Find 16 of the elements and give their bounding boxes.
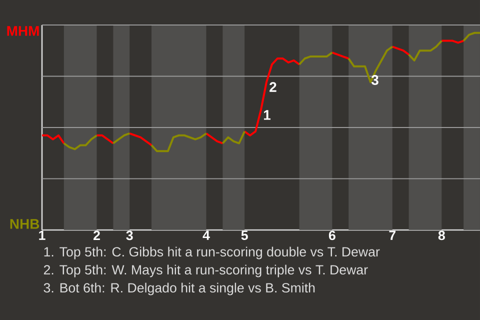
annotation: 2 <box>270 82 276 92</box>
text: 3. Bot 6th: R. Delgado hit a single vs B. Smith <box>44 282 315 296</box>
text: 2. Top 5th: W. Mays hit a run-scoring triple vs T. Dewar <box>44 264 368 278</box>
x-tick-label: 6 <box>328 230 336 240</box>
x-tick-label: 3 <box>126 230 133 240</box>
x-tick-label: 2 <box>94 230 100 240</box>
annotation: 1 <box>264 110 270 120</box>
x-tick-label: 4 <box>202 230 210 240</box>
x-tick-label: 5 <box>241 230 248 240</box>
x-tick-label: 1 <box>39 230 46 240</box>
text: NHB <box>10 219 40 229</box>
text: MHM <box>7 26 39 36</box>
text: 1. Top 5th: C. Gibbs hit a run-scoring double vs T. Dewar <box>44 246 380 260</box>
x-tick-label: 7 <box>389 230 396 240</box>
x-tick-label: 8 <box>438 230 445 240</box>
annotation: 3 <box>371 75 378 85</box>
